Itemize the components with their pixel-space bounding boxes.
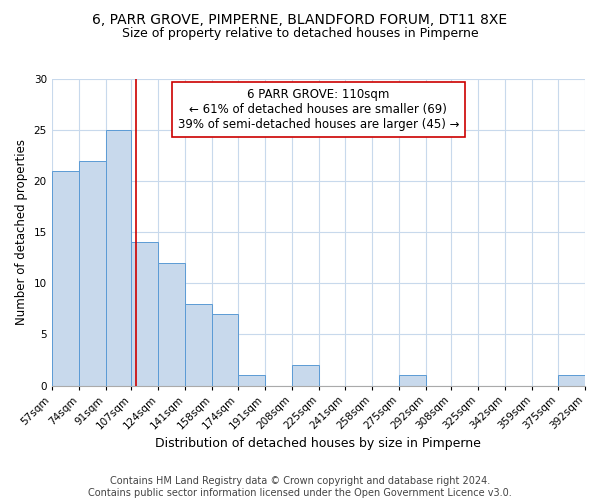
Bar [238,376,265,386]
Bar [185,304,212,386]
Text: Size of property relative to detached houses in Pimperne: Size of property relative to detached ho… [122,28,478,40]
Text: 6 PARR GROVE: 110sqm
← 61% of detached houses are smaller (69)
39% of semi-detac: 6 PARR GROVE: 110sqm ← 61% of detached h… [178,88,459,131]
Bar [79,160,106,386]
Bar [52,171,79,386]
Bar [131,242,158,386]
Bar [106,130,131,386]
Y-axis label: Number of detached properties: Number of detached properties [15,140,28,326]
Bar [558,376,585,386]
Bar [158,263,185,386]
Bar [212,314,238,386]
X-axis label: Distribution of detached houses by size in Pimperne: Distribution of detached houses by size … [155,437,481,450]
Bar [292,365,319,386]
Bar [399,376,426,386]
Text: Contains HM Land Registry data © Crown copyright and database right 2024.
Contai: Contains HM Land Registry data © Crown c… [88,476,512,498]
Text: 6, PARR GROVE, PIMPERNE, BLANDFORD FORUM, DT11 8XE: 6, PARR GROVE, PIMPERNE, BLANDFORD FORUM… [92,12,508,26]
